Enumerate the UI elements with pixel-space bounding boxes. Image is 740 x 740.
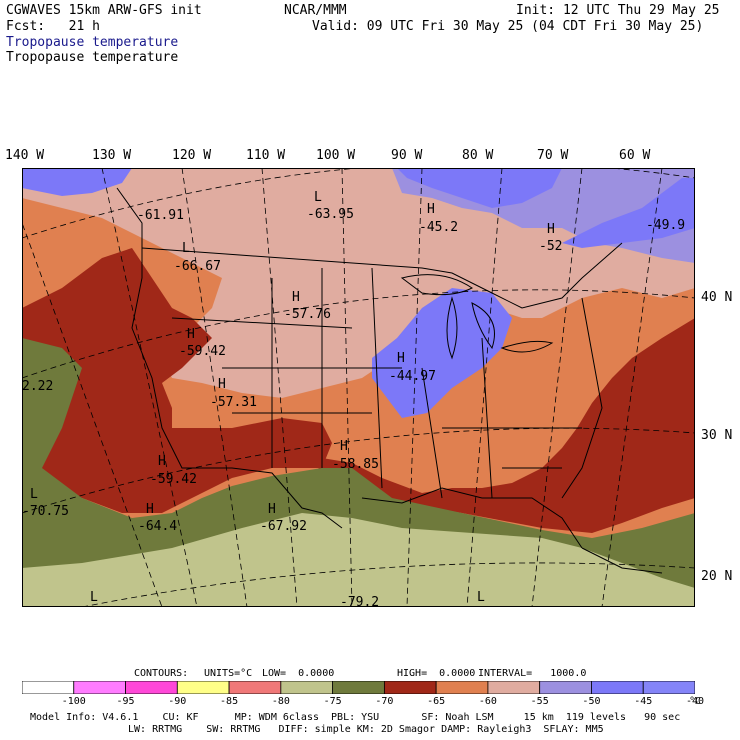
extremum-value: -61.91 xyxy=(137,208,184,223)
colorbar-swatch xyxy=(22,681,75,694)
latitude-label: 20 N xyxy=(701,569,733,584)
extremum-value: -66.67 xyxy=(174,259,221,274)
temperature-shading-blue xyxy=(397,168,562,208)
colorbar-tick-label: -100 xyxy=(61,696,86,707)
contour-label: CONTOURS: xyxy=(134,668,189,679)
extremum-type: H xyxy=(340,439,348,454)
extremum-value: 2.22 xyxy=(22,379,53,394)
colorbar-unit: °C xyxy=(689,696,702,707)
map-panel: H -45.2 H -52 L -63.95 L -66.67 H -57.76… xyxy=(22,168,695,607)
temperature-shading-blue xyxy=(562,178,695,248)
extremum-type: L xyxy=(182,241,190,256)
temperature-shading-red xyxy=(312,318,695,533)
colorbar-tick-label: -95 xyxy=(116,696,135,707)
colorbar-tick-label: -50 xyxy=(582,696,601,707)
longitude-label: 80 W xyxy=(462,148,494,163)
longitude-label: 110 W xyxy=(246,148,286,163)
longitude-label: 100 W xyxy=(316,148,356,163)
colorbar-tick-label: -85 xyxy=(220,696,239,707)
extremum-type: L xyxy=(90,590,98,605)
temperature-shading-red xyxy=(22,248,332,513)
temperature-shading-olive-light xyxy=(22,513,695,607)
latitude-label: 40 N xyxy=(701,290,733,305)
map-border xyxy=(22,168,695,607)
colorbar-tick-label: -90 xyxy=(168,696,187,707)
contour-units: UNITS=°C xyxy=(204,668,253,679)
field-title-contour: Tropopause temperature xyxy=(6,50,179,65)
colorbar-swatch xyxy=(73,681,126,694)
longitude-label: 60 W xyxy=(619,148,651,163)
contour-interval: INTERVAL= 1000.0 xyxy=(478,668,587,679)
latitude-label: 30 N xyxy=(701,428,733,443)
contour-high: HIGH= 0.0000 xyxy=(397,668,476,679)
extremum-type: L xyxy=(30,487,38,502)
extremum-type: H xyxy=(427,202,435,217)
temperature-shading-blue xyxy=(22,168,132,196)
model-info-line-2: LW: RRTMG SW: RRTMG DIFF: simple KM: 2D … xyxy=(128,724,604,735)
extremum-type: H xyxy=(547,222,555,237)
colorbar-tick-label: -45 xyxy=(634,696,653,707)
extremum-value: -58.85 xyxy=(332,457,379,472)
colorbar-swatch xyxy=(539,681,592,694)
extremum-type: H xyxy=(218,377,226,392)
colorbar-swatch xyxy=(435,681,489,694)
colorbar-swatch xyxy=(176,681,230,694)
extremum-type: H xyxy=(268,502,276,517)
political-boundaries xyxy=(116,187,663,574)
extremum-value: -64.4 xyxy=(138,519,177,534)
model-title: CGWAVES 15km ARW-GFS init xyxy=(6,3,202,18)
colorbar-swatch xyxy=(487,681,541,694)
extremum-value: -57.31 xyxy=(210,395,257,410)
extremum-value: -59.42 xyxy=(179,344,226,359)
colorbar-swatch xyxy=(591,681,644,694)
colorbar-tick-label: -40 xyxy=(685,696,705,707)
extremum-type: H xyxy=(397,351,405,366)
colorbar-tick-label: -55 xyxy=(530,696,549,707)
extremum-value: -45.2 xyxy=(419,220,458,235)
forecast-hour: Fcst: 21 h xyxy=(6,19,100,34)
extremum-type: L xyxy=(314,190,322,205)
colorbar-swatch xyxy=(228,681,282,694)
colorbar-swatch xyxy=(642,681,695,694)
colorbar-tick-label: -70 xyxy=(375,696,394,707)
extremum-value: -44.97 xyxy=(389,369,436,384)
valid-time: Valid: 09 UTC Fri 30 May 25 (04 CDT Fri … xyxy=(312,19,704,34)
extremum-value: -79.2 xyxy=(340,595,379,607)
colorbar-swatch xyxy=(280,681,334,694)
colorbar-tick-label: -75 xyxy=(323,696,342,707)
model-info-line-1: Model Info: V4.6.1 CU: KF MP: WDM 6class… xyxy=(30,712,681,723)
contour-low: LOW= 0.0000 xyxy=(262,668,335,679)
extremum-value: -57.76 xyxy=(284,307,331,322)
colorbar-swatch xyxy=(125,681,178,694)
extremum-value: -52 xyxy=(539,239,562,254)
extremum-type: H xyxy=(292,290,300,305)
extremum-type: H xyxy=(158,454,166,469)
extremum-type: H xyxy=(146,502,154,517)
extremum-value: -59.42 xyxy=(150,472,197,487)
extremum-type: L xyxy=(477,590,485,605)
longitude-label: 120 W xyxy=(172,148,212,163)
longitude-label: 70 W xyxy=(537,148,569,163)
longitude-label: 130 W xyxy=(92,148,132,163)
extremum-value: -63.95 xyxy=(307,207,354,222)
colorbar-swatch xyxy=(383,681,437,694)
init-time: Init: 12 UTC Thu 29 May 25 xyxy=(516,3,720,18)
colorbar-tick-label: -60 xyxy=(478,696,497,707)
extremum-value: -49.9 xyxy=(646,218,685,233)
field-title-shaded: Tropopause temperature xyxy=(6,35,179,50)
extrema-labels: H -45.2 H -52 L -63.95 L -66.67 H -57.76… xyxy=(22,190,685,607)
longitude-label: 90 W xyxy=(391,148,423,163)
colorbar-tick-label: -65 xyxy=(427,696,446,707)
great-lakes xyxy=(400,274,554,360)
colorbar xyxy=(22,681,695,694)
colorbar-tick-label: -80 xyxy=(271,696,290,707)
colorbar-swatch xyxy=(332,681,385,694)
longitude-label: 140 W xyxy=(5,148,45,163)
organization-label: NCAR/MMM xyxy=(284,3,347,18)
extremum-type: H xyxy=(187,327,195,342)
extremum-value: -67.92 xyxy=(260,519,307,534)
extremum-value: -70.75 xyxy=(22,504,69,519)
